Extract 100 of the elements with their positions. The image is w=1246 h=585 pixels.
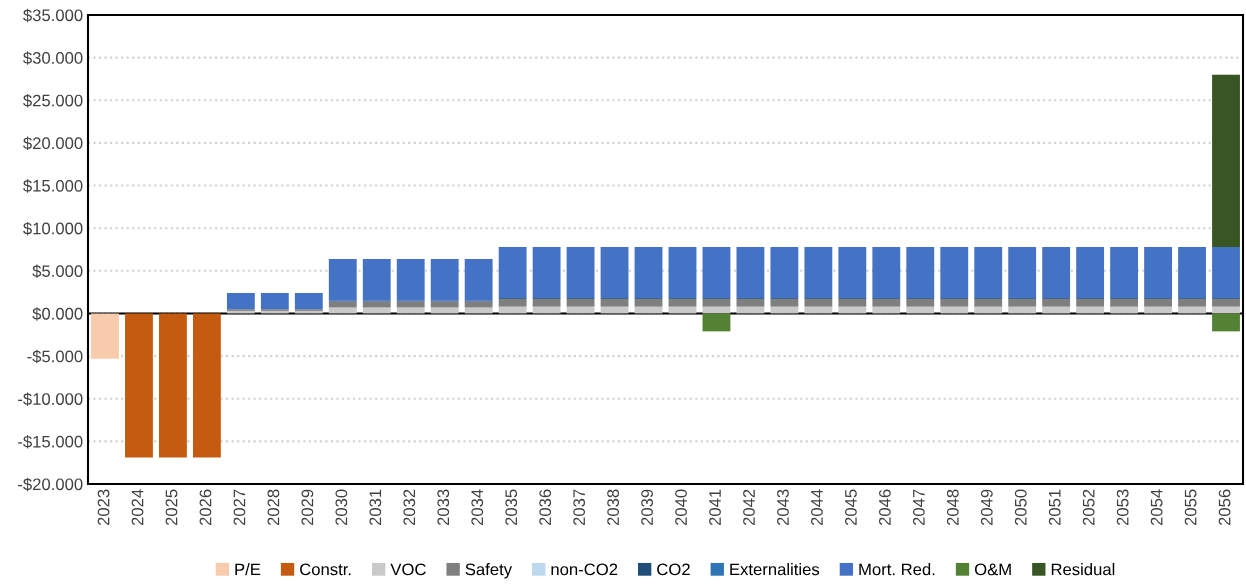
bar [396,307,425,314]
bar [192,313,221,458]
bar [294,292,323,310]
bar [702,246,731,299]
bar [430,307,459,314]
bar [159,313,187,458]
bar [1008,298,1037,307]
bar [838,246,867,299]
bar [328,307,357,314]
x-tick-label: 2025 [165,489,178,526]
bar [362,258,391,301]
x-tick-label: 2032 [403,489,416,526]
bar [770,298,799,307]
legend-label: Constr. [300,563,351,576]
y-tick-label: -$20.000 [18,477,83,492]
bar [702,313,731,332]
x-tick-label: 2033 [437,489,450,526]
legend-label: Mort. Red. [859,563,935,576]
bar [1110,246,1139,299]
bar [906,246,935,299]
x-tick-label: 2056 [1218,489,1231,526]
bar [1178,298,1206,307]
y-tick-label: $5.000 [32,264,83,279]
bar [91,313,119,359]
bar [600,298,629,307]
bar [498,298,527,307]
x-tick-label: 2041 [709,489,721,526]
bar [940,298,969,307]
bar [1212,298,1240,307]
y-tick-label: $30.000 [23,51,83,65]
bar [634,298,663,307]
bar [1042,298,1071,307]
x-tick-label: 2028 [267,489,280,526]
bar [226,292,255,310]
x-tick-label: 2024 [131,489,144,526]
bar [464,307,493,314]
x-tick-label: 2046 [878,489,891,526]
x-tick-label: 2042 [743,489,755,526]
x-tick-label: 2050 [1014,489,1027,526]
bar [668,298,697,307]
bar [260,292,289,310]
bar [838,298,867,307]
bar [940,246,969,299]
legend-label: CO2 [657,563,690,576]
bar [804,298,833,307]
bar [702,298,731,307]
x-tick-label: 2044 [811,489,823,526]
bar [430,258,459,301]
bar [498,246,527,299]
bar [736,298,765,307]
bar [736,246,765,299]
bar [566,298,595,307]
y-tick-label: -$10.000 [18,392,83,406]
bar [362,307,391,314]
bar [396,258,425,301]
x-tick-label: 2048 [946,489,959,526]
x-tick-label: 2052 [1082,489,1095,526]
bar [668,246,697,299]
y-tick-label: $25.000 [23,93,83,108]
bar [770,246,799,299]
bar [600,246,629,299]
x-tick-label: 2054 [1150,489,1163,526]
legend-label: P/E [235,563,261,576]
bar [1110,298,1139,307]
bar [1212,74,1240,247]
y-tick-label: $20.000 [23,136,83,151]
bar [1144,298,1172,307]
x-tick-label: 2043 [777,489,789,526]
bar [1008,246,1037,299]
x-tick-label: 2047 [912,489,925,526]
x-tick-label: 2029 [301,489,314,526]
bar [1178,246,1206,299]
bar [1212,313,1240,332]
x-tick-label: 2030 [335,489,348,526]
x-tick-label: 2049 [980,489,993,526]
bar [328,258,357,301]
x-tick-label: 2037 [573,489,586,526]
bar [872,246,901,299]
bar [566,246,595,299]
y-tick-label: $0.000 [32,307,83,321]
bar [1076,246,1105,299]
bar [532,298,561,307]
bar [532,246,561,299]
bar [1076,298,1105,307]
bar [906,298,935,307]
bar [974,246,1003,299]
x-tick-label: 2023 [97,489,110,526]
x-tick-label: 2040 [675,489,687,526]
x-tick-label: 2039 [641,489,653,526]
bar [1212,246,1240,299]
x-tick-label: 2034 [471,489,484,526]
x-tick-label: 2035 [505,489,518,526]
x-tick-label: 2027 [233,489,246,526]
x-tick-label: 2038 [607,489,620,526]
legend-label: Residual [1051,563,1115,576]
x-tick-label: 2045 [845,489,857,526]
y-tick-label: $10.000 [23,221,83,236]
y-tick-label: $35.000 [23,8,83,23]
bar [804,246,833,299]
y-tick-label: -$15.000 [18,435,83,449]
